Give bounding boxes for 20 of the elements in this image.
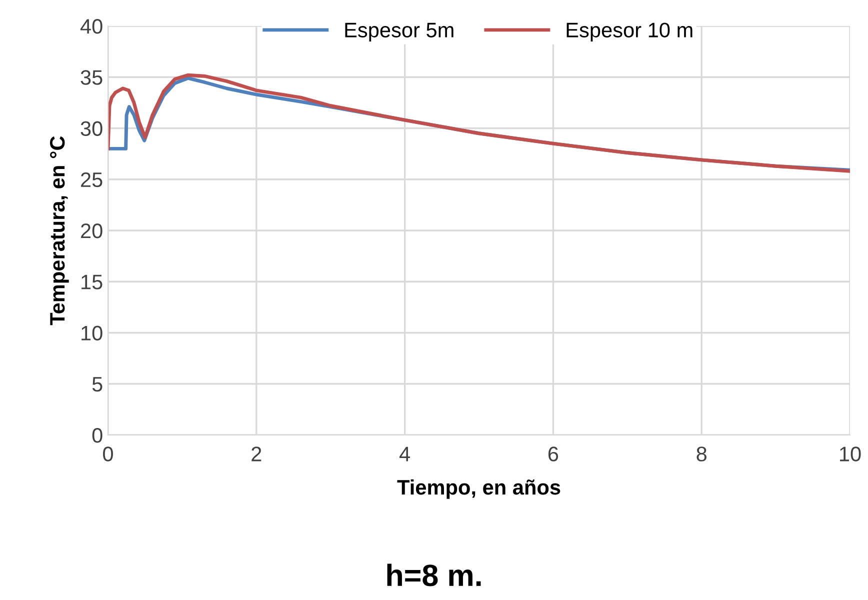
x-tick-label: 10 — [840, 446, 861, 462]
y-tick-label: 30 — [80, 121, 102, 136]
y-tick-label: 10 — [82, 326, 102, 341]
y-tick-label: 35 — [80, 70, 102, 85]
y-tick-label: 25 — [81, 172, 102, 188]
x-tick-label: 0 — [103, 446, 113, 462]
y-tick-label: 15 — [82, 274, 102, 290]
y-tick-label: 20 — [81, 224, 102, 238]
y-axis-title: Temperatura, en °C — [50, 136, 69, 326]
y-tick-label: 0 — [92, 428, 102, 443]
x-tick-label: 2 — [252, 446, 262, 462]
x-tick-label: 8 — [696, 446, 706, 462]
text: h=8 m. — [387, 564, 481, 586]
y-tick-label: 40 — [80, 19, 102, 34]
x-axis-title: Tiempo, en años — [397, 479, 560, 499]
x-tick-label: 6 — [548, 446, 558, 462]
x-tick-label: 4 — [399, 446, 410, 462]
legend-label: Espesor 10 m — [566, 22, 692, 42]
legend-label: Espesor 5m — [345, 22, 454, 42]
y-tick-label: 5 — [92, 377, 102, 392]
